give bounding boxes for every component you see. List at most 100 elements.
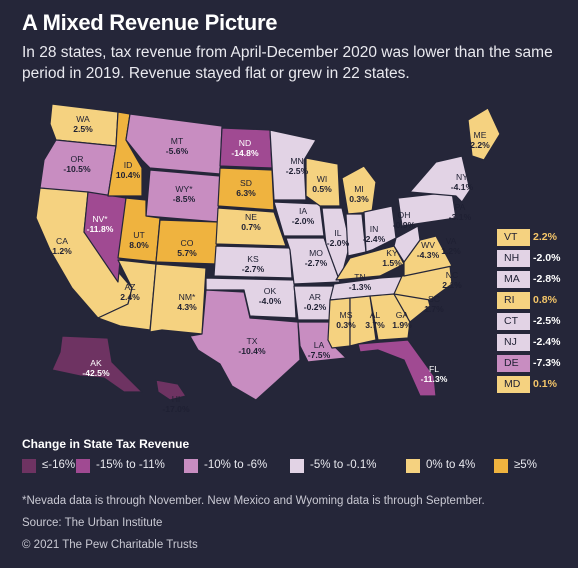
state-value-id: 10.4% bbox=[116, 170, 141, 180]
state-value-ak: -42.5% bbox=[82, 368, 110, 378]
state-label-il: IL bbox=[334, 228, 341, 238]
state-label-ne: NE bbox=[245, 212, 257, 222]
state-value-ky: 1.5% bbox=[382, 258, 402, 268]
ne-abbr: DE bbox=[504, 357, 519, 369]
state-value-al: 3.7% bbox=[365, 320, 385, 330]
state-value-or: -10.5% bbox=[63, 164, 91, 174]
ne-item-md: MD 0.1% bbox=[497, 376, 569, 393]
legend-label: 0% to 4% bbox=[426, 459, 476, 471]
legend-label: -5% to -0.1% bbox=[310, 459, 377, 471]
ne-abbr: MD bbox=[504, 378, 521, 390]
page-subtitle: In 28 states, tax revenue from April-Dec… bbox=[22, 44, 553, 82]
state-label-wa: WA bbox=[76, 114, 90, 124]
state-wv bbox=[393, 225, 421, 263]
state-value-tn: -1.3% bbox=[349, 282, 372, 292]
state-label-tn: TN bbox=[354, 272, 365, 282]
state-il bbox=[321, 207, 351, 283]
state-label-nm: NM* bbox=[179, 292, 196, 302]
state-label-ky: KY bbox=[386, 248, 398, 258]
state-al bbox=[349, 295, 377, 347]
state-value-nv: -11.8% bbox=[87, 224, 114, 234]
state-label-ny: NY bbox=[456, 172, 468, 182]
ne-value: -2.5% bbox=[533, 315, 561, 327]
state-value-sc: 1.7% bbox=[424, 304, 444, 314]
state-hi bbox=[155, 379, 187, 401]
ne-value: 2.2% bbox=[533, 231, 557, 243]
state-value-ms: 0.3% bbox=[336, 320, 356, 330]
ne-swatch: NJ bbox=[497, 334, 530, 351]
state-value-il: -2.0% bbox=[327, 238, 350, 248]
copyright-note: © 2021 The Pew Charitable Trusts bbox=[22, 539, 198, 551]
state-value-ne: 0.7% bbox=[241, 222, 261, 232]
state-label-ut: UT bbox=[133, 230, 145, 240]
ne-swatch: NH bbox=[497, 250, 530, 267]
state-value-nm: 4.3% bbox=[177, 302, 197, 312]
ne-value: -2.8% bbox=[533, 273, 561, 285]
ne-value: 0.1% bbox=[533, 378, 557, 390]
ne-item-nj: NJ -2.4% bbox=[497, 334, 569, 351]
state-value-pa: -3.1% bbox=[449, 212, 472, 222]
state-value-co: 5.7% bbox=[177, 248, 197, 258]
state-value-wy: -8.5% bbox=[173, 194, 196, 204]
legend-label: -15% to -11% bbox=[96, 459, 165, 471]
state-value-ca: 1.2% bbox=[52, 246, 72, 256]
ne-swatch: MD bbox=[497, 376, 530, 393]
state-value-me: 2.2% bbox=[470, 140, 490, 150]
ne-value: 0.8% bbox=[533, 294, 557, 306]
state-value-az: 2.4% bbox=[120, 292, 140, 302]
state-value-va: 1.2% bbox=[441, 246, 461, 256]
state-label-wv: WV bbox=[421, 240, 435, 250]
ne-abbr: VT bbox=[504, 231, 518, 243]
state-label-sd: SD bbox=[240, 178, 252, 188]
state-value-mt: -5.6% bbox=[166, 146, 189, 156]
state-label-ga: GA bbox=[396, 310, 409, 320]
state-shapes bbox=[35, 103, 501, 401]
state-value-wa: 2.5% bbox=[73, 124, 93, 134]
state-label-ar: AR bbox=[309, 292, 321, 302]
state-value-mo: -2.7% bbox=[305, 258, 328, 268]
state-label-fl: FL bbox=[429, 364, 439, 374]
ne-swatch: DE bbox=[497, 355, 530, 372]
page-title: A Mixed Revenue Picture bbox=[22, 10, 278, 35]
state-ny bbox=[409, 155, 471, 203]
legend-swatch bbox=[290, 459, 304, 473]
us-state-map: WA2.5%OR-10.5%CA1.2%NV*-11.8%ID10.4%MT-5… bbox=[35, 103, 501, 414]
state-value-oh: -0.9% bbox=[393, 220, 416, 230]
legend-swatch bbox=[22, 459, 36, 473]
legend-label: ≥5% bbox=[514, 459, 537, 471]
state-fl bbox=[357, 339, 437, 397]
ne-value: -2.4% bbox=[533, 336, 561, 348]
ne-swatch: CT bbox=[497, 313, 530, 330]
ne-item-vt: VT 2.2% bbox=[497, 229, 569, 246]
state-label-va: VA bbox=[446, 236, 457, 246]
state-label-in: IN bbox=[370, 224, 379, 234]
state-mi bbox=[341, 165, 377, 215]
state-value-ny: -4.1% bbox=[451, 182, 474, 192]
state-value-sd: 6.3% bbox=[236, 188, 256, 198]
ne-value: -2.0% bbox=[533, 252, 561, 264]
state-mn bbox=[269, 129, 317, 201]
state-label-or: OR bbox=[71, 154, 84, 164]
state-label-wy: WY* bbox=[175, 184, 193, 194]
state-label-ak: AK bbox=[90, 358, 102, 368]
state-nm bbox=[149, 263, 207, 335]
state-labels: WA2.5%OR-10.5%CA1.2%NV*-11.8%ID10.4%MT-5… bbox=[52, 114, 490, 414]
state-value-ut: 8.0% bbox=[129, 240, 149, 250]
state-value-tx: -10.4% bbox=[238, 346, 266, 356]
state-label-ms: MS bbox=[340, 310, 353, 320]
state-label-ca: CA bbox=[56, 236, 68, 246]
state-value-ok: -4.0% bbox=[259, 296, 282, 306]
ne-abbr: CT bbox=[504, 315, 518, 327]
state-value-nd: -14.8% bbox=[231, 148, 259, 158]
state-wi bbox=[305, 157, 341, 207]
state-value-ks: -2.7% bbox=[242, 264, 265, 274]
state-label-wi: WI bbox=[317, 174, 328, 184]
state-label-oh: OH bbox=[398, 210, 411, 220]
state-label-mi: MI bbox=[354, 184, 364, 194]
state-label-az: AZ bbox=[125, 282, 136, 292]
state-ms bbox=[327, 297, 351, 349]
legend-label: -10% to -6% bbox=[204, 459, 268, 471]
state-label-pa: PA bbox=[455, 202, 466, 212]
ne-swatch: MA bbox=[497, 271, 530, 288]
state-label-al: AL bbox=[370, 310, 381, 320]
